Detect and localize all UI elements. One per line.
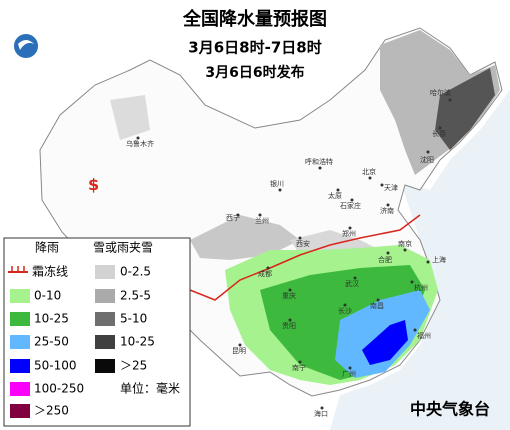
legend: 降雨 雪或雨夹雪 霜冻线 单位：毫米 0-10 10-25 25-50 50-100 1… [8, 241, 180, 418]
snow-heavy [435, 68, 495, 150]
legend-swatch [95, 265, 115, 279]
city-label: 重庆 [282, 291, 296, 300]
legend-swatch [10, 312, 30, 326]
subtitle: 3月6日8时-7日8时 [188, 39, 321, 57]
legend-swatch [95, 335, 115, 349]
city-label: 海口 [314, 409, 328, 418]
city-label: 上海 [432, 255, 446, 264]
legend-label: 25-50 [34, 335, 69, 349]
city-label: 成都 [258, 269, 272, 278]
legend-swatch [10, 289, 30, 303]
legend-swatch [95, 289, 115, 303]
legend-swatch [10, 382, 30, 396]
frost-line [164, 214, 421, 306]
legend-swatch [95, 312, 115, 326]
city-label: 哈尔滨 [430, 88, 451, 97]
issue-time: 3月6日6时发布 [205, 64, 304, 81]
city-label: 广州 [342, 369, 356, 378]
legend-box [3, 237, 191, 427]
city-label: 武汉 [345, 279, 359, 288]
legend-label: 100-250 [34, 382, 84, 396]
legend-label: 2.5-5 [120, 289, 151, 303]
legend-swatch [10, 404, 30, 418]
city-label: 长春 [432, 129, 446, 138]
snow-area [110, 95, 150, 140]
city-label: 石家庄 [340, 201, 361, 210]
city-label: 西安 [296, 239, 310, 248]
legend-label: 10-25 [120, 335, 155, 349]
city-label: 济南 [380, 206, 394, 215]
city-label: 杭州 [414, 283, 428, 292]
unit-label: 单位：毫米 [120, 381, 180, 396]
legend-label: 5-10 [120, 312, 147, 326]
city-label: 兰州 [255, 216, 269, 225]
rain-area [362, 320, 408, 365]
legend-swatch [10, 359, 30, 373]
legend-swatch [95, 359, 115, 373]
marker-icon: $ [88, 175, 99, 194]
city-label: 北京 [362, 167, 376, 176]
city-label: 长沙 [338, 306, 352, 315]
city-label: 沈阳 [420, 155, 434, 164]
city-label: 南京 [398, 239, 412, 248]
city-label: 太原 [328, 191, 342, 200]
legend-title: 降雨 [35, 241, 59, 255]
city-label: 天津 [384, 184, 398, 192]
legend-label: 霜冻线 [32, 264, 68, 279]
city-label: 南宁 [292, 363, 306, 372]
city-label: 南昌 [370, 301, 384, 310]
legend-label: 0-2.5 [120, 265, 151, 279]
city-label: 郑州 [342, 230, 356, 238]
city-label: 昆明 [232, 347, 246, 355]
city-label: 银川 [270, 179, 284, 188]
city-label: 呼和浩特 [305, 157, 333, 166]
legend-swatch [10, 335, 30, 349]
city-label: 乌鲁木齐 [126, 139, 154, 148]
legend-label: 0-10 [34, 289, 61, 303]
city-label: 福州 [417, 331, 431, 340]
city-label: 西宁 [226, 213, 240, 222]
snow-area [190, 215, 300, 260]
logo-mark [18, 40, 34, 50]
city-label: 合肥 [378, 255, 392, 264]
logo [14, 34, 38, 58]
legend-label: 50-100 [34, 359, 77, 373]
sea [330, 90, 510, 430]
legend-label: ＞250 [34, 404, 69, 418]
legend-label: ＞25 [120, 359, 147, 373]
agency: 中央气象台 [410, 400, 490, 419]
title: 全国降水量预报图 [182, 8, 327, 30]
city-label: 贵阳 [282, 321, 296, 330]
legend-label: 10-25 [34, 312, 69, 326]
legend-title: 雪或雨夹雪 [93, 241, 153, 255]
